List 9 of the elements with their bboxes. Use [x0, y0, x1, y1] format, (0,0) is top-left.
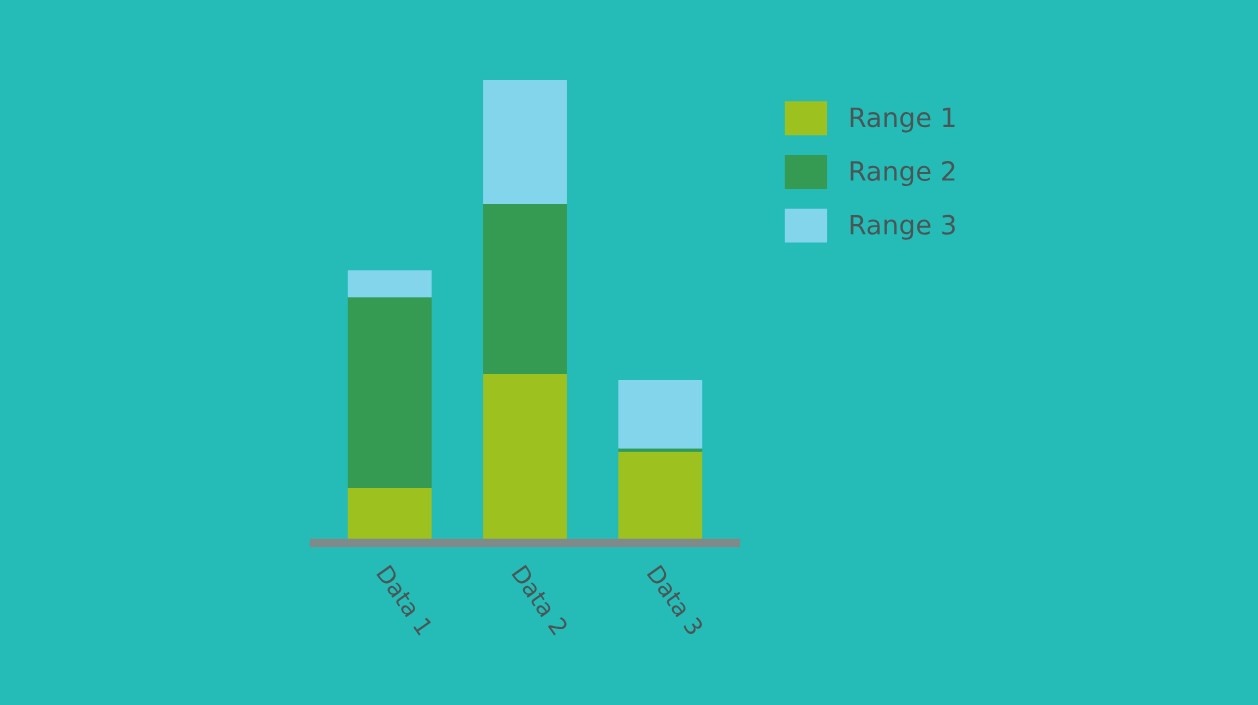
bar	[347, 297, 432, 488]
legend-label: Range 3	[850, 214, 955, 240]
bar	[618, 448, 703, 452]
bar	[347, 270, 432, 298]
bar	[483, 80, 567, 205]
bar	[618, 380, 703, 449]
bar	[483, 204, 567, 374]
legend-label: Range 2	[850, 161, 955, 187]
legend-label: Range 1	[850, 107, 955, 133]
